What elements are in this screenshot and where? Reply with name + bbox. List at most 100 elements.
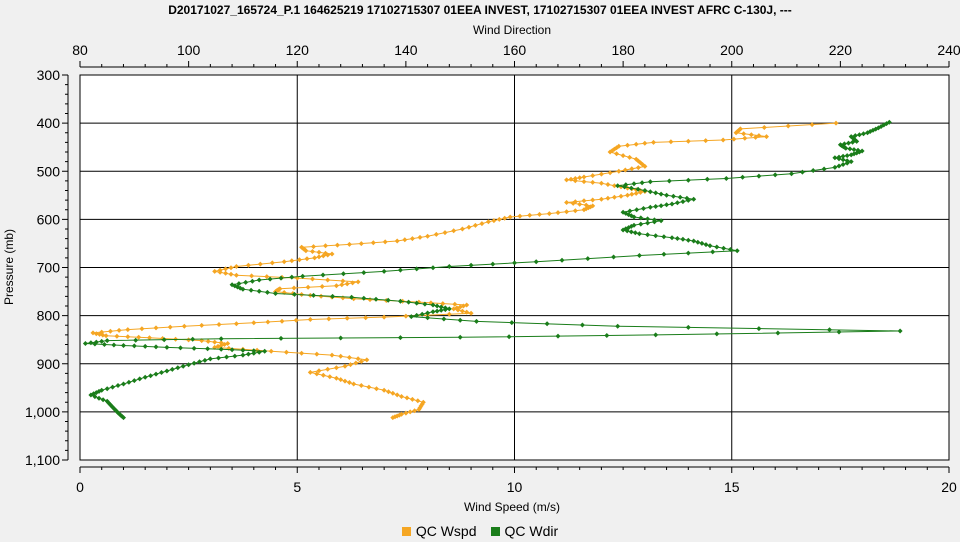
data-point-qc-wspd — [147, 335, 152, 341]
x2-tick-label: 80 — [72, 42, 88, 58]
data-point-qc-wdir — [419, 311, 425, 317]
data-point-qc-wdir — [661, 234, 667, 240]
data-point-qc-wdir — [669, 201, 675, 207]
data-point-qc-wspd — [633, 190, 639, 196]
data-point-qc-wspd — [245, 262, 251, 268]
x2-tick-label: 200 — [720, 42, 744, 58]
data-point-qc-wdir — [840, 153, 846, 159]
data-point-qc-wspd — [590, 197, 596, 203]
data-point-qc-wdir — [430, 302, 436, 308]
data-point-qc-wdir — [104, 386, 110, 392]
data-point-qc-wspd — [233, 321, 239, 327]
data-point-qc-wspd — [333, 283, 339, 289]
data-point-qc-wspd — [93, 331, 99, 337]
data-point-qc-wdir — [636, 253, 642, 258]
data-point-qc-wspd — [125, 327, 131, 333]
data-point-qc-wspd — [570, 200, 576, 206]
data-point-qc-wdir — [851, 147, 857, 153]
data-point-qc-wspd — [761, 125, 767, 130]
x2-tick-label: 120 — [286, 42, 310, 58]
data-point-qc-wdir — [131, 343, 137, 349]
data-point-qc-wdir — [330, 293, 336, 299]
legend-item-wspd[interactable]: QC Wspd — [401, 523, 477, 539]
data-point-qc-wdir — [685, 237, 691, 243]
data-point-qc-wdir — [442, 307, 448, 313]
data-point-qc-wdir — [861, 131, 866, 137]
data-point-qc-wspd — [329, 251, 335, 257]
data-point-qc-wdir — [311, 292, 316, 298]
data-point-qc-wdir — [740, 174, 746, 180]
data-point-qc-wspd — [366, 384, 372, 390]
x-tick-label: 10 — [507, 479, 523, 495]
data-point-qc-wdir — [628, 229, 634, 235]
data-point-qc-wdir — [430, 309, 436, 315]
data-point-qc-wdir — [775, 330, 781, 336]
data-point-qc-wspd — [442, 230, 448, 236]
data-point-qc-wspd — [100, 332, 106, 338]
data-point-qc-wdir — [647, 189, 653, 195]
data-point-qc-wdir — [216, 355, 221, 361]
data-point-qc-wdir — [349, 294, 355, 300]
data-point-qc-wdir — [243, 279, 249, 285]
data-point-qc-wdir — [422, 301, 428, 307]
data-point-qc-wspd — [370, 240, 376, 246]
data-point-qc-wspd — [381, 314, 387, 320]
data-point-qc-wspd — [355, 279, 361, 285]
data-point-qc-wdir — [99, 338, 105, 344]
data-point-qc-wdir — [685, 250, 691, 256]
data-point-qc-wspd — [251, 320, 257, 326]
data-point-qc-wspd — [358, 383, 364, 388]
legend-item-wdir[interactable]: QC Wdir — [490, 523, 558, 539]
data-point-qc-wspd — [455, 307, 461, 313]
data-point-qc-wdir — [240, 352, 246, 358]
data-point-qc-wspd — [116, 327, 122, 333]
data-point-qc-wspd — [125, 334, 131, 340]
data-point-qc-wdir — [142, 343, 148, 349]
series-markers-qc-wdir — [82, 119, 903, 421]
data-point-qc-wspd — [611, 183, 617, 189]
data-point-qc-wdir — [645, 232, 651, 238]
data-point-qc-wdir — [651, 219, 657, 225]
data-point-qc-wspd — [485, 219, 491, 225]
data-point-qc-wdir — [205, 346, 211, 352]
data-point-qc-wdir — [131, 378, 137, 384]
x2-tick-label: 240 — [937, 42, 960, 58]
data-point-qc-wdir — [641, 206, 646, 211]
data-point-qc-wspd — [507, 214, 513, 220]
data-point-qc-wdir — [653, 233, 659, 239]
data-point-qc-wdir — [457, 334, 463, 340]
data-point-qc-wspd — [281, 259, 287, 265]
data-point-qc-wspd — [350, 280, 356, 286]
data-point-qc-wspd — [325, 277, 331, 283]
data-point-qc-wspd — [581, 207, 587, 213]
data-point-qc-wdir — [148, 373, 154, 379]
data-point-qc-wdir — [142, 374, 148, 380]
data-point-qc-wspd — [314, 351, 320, 357]
data-point-qc-wdir — [434, 308, 440, 314]
data-point-qc-wspd — [314, 371, 320, 377]
data-point-qc-wspd — [233, 272, 239, 278]
data-point-qc-wdir — [100, 397, 106, 403]
data-point-qc-wspd — [114, 333, 120, 339]
y-tick-label: 900 — [37, 356, 61, 372]
data-point-qc-wspd — [622, 167, 628, 173]
data-point-qc-wdir — [169, 366, 175, 372]
data-point-qc-wspd — [472, 222, 478, 228]
data-point-qc-wspd — [325, 366, 331, 372]
data-point-qc-wdir — [92, 341, 98, 347]
data-point-qc-wdir — [670, 193, 676, 199]
data-point-qc-wdir — [414, 300, 420, 306]
data-point-qc-wdir — [186, 362, 192, 368]
data-point-qc-wspd — [616, 168, 622, 174]
x-tick-label: 20 — [941, 479, 957, 495]
data-point-qc-wdir — [96, 395, 102, 401]
data-point-qc-wdir — [691, 196, 697, 202]
data-point-qc-wdir — [544, 321, 550, 327]
data-point-qc-wdir — [714, 244, 720, 250]
data-point-qc-wspd — [433, 231, 439, 237]
data-point-qc-wdir — [850, 139, 856, 145]
data-point-qc-wspd — [446, 311, 452, 317]
data-point-qc-wdir — [836, 329, 842, 335]
data-point-qc-wdir — [385, 297, 391, 303]
data-point-qc-wspd — [394, 392, 400, 398]
